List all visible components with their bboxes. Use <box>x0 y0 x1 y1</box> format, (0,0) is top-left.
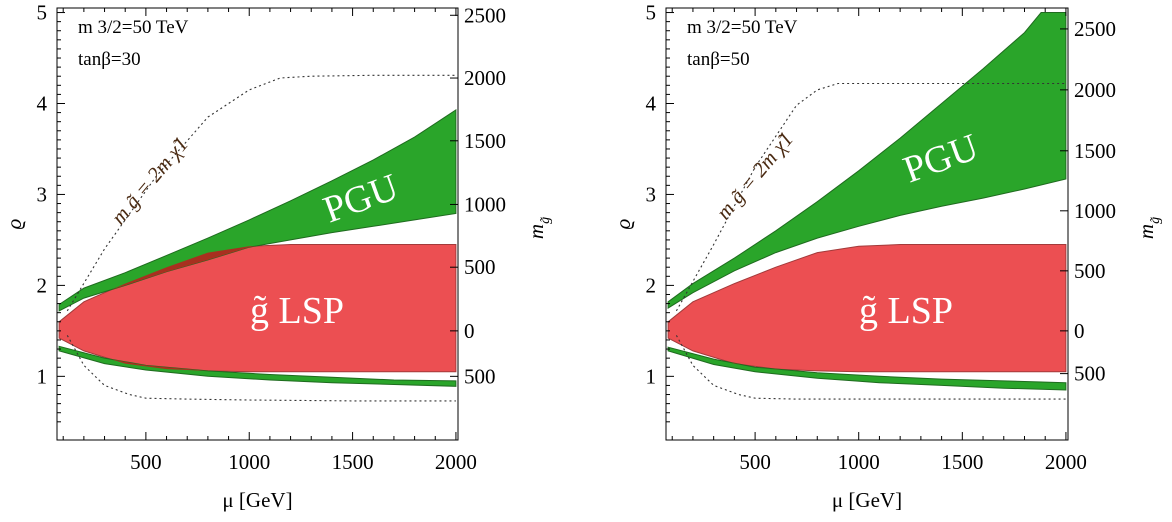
y-tick-label: 3 <box>646 182 657 206</box>
x-tick-label: 1000 <box>838 450 880 474</box>
right-tick-label: 1500 <box>464 129 506 153</box>
mass-line-upper <box>66 74 456 312</box>
right-tick-label: 500 <box>464 255 496 279</box>
right-tick-label: 0 <box>464 319 475 343</box>
x-tick-label: 2000 <box>1045 450 1087 474</box>
right-tick-label: 2000 <box>1074 78 1116 102</box>
y-tick-label: 4 <box>37 91 48 115</box>
right-tick-label: 2000 <box>464 66 506 90</box>
x-tick-label: 500 <box>739 450 771 474</box>
right-tick-label: 2500 <box>464 3 506 27</box>
plot-frame <box>665 7 1069 441</box>
pgu-region <box>667 12 1067 309</box>
lsp-label: g̃ LSP <box>250 290 344 332</box>
mass-line-lower <box>66 335 456 402</box>
x-axis-title: μ [GeV] <box>832 488 902 512</box>
right-axis-title: mg̃ <box>1134 216 1163 239</box>
lsp-label: g̃ LSP <box>859 290 953 332</box>
annotation-tanbeta: tanβ=30 <box>78 49 141 70</box>
x-tick-label: 500 <box>130 450 162 474</box>
right-axis-title-sub: g̃ <box>1148 216 1163 223</box>
x-tick-label: 1500 <box>941 450 983 474</box>
y-tick-label: 4 <box>646 91 657 115</box>
y-tick-label: 3 <box>37 182 48 206</box>
y-tick-label: 2 <box>37 273 48 297</box>
plot-area <box>58 74 457 402</box>
right-axis-title-sub: g̃ <box>538 216 553 223</box>
x-tick-label: 1500 <box>332 450 374 474</box>
right-tick-label: 0 <box>1074 319 1085 343</box>
y-tick-label: 5 <box>37 1 48 25</box>
y-axis-title: ϱ <box>611 218 635 229</box>
plot-area <box>667 12 1067 400</box>
right-tick-label: 1500 <box>1074 139 1116 163</box>
right-tick-label: 500 <box>1074 362 1106 386</box>
right-tick-label: 2500 <box>1074 17 1116 41</box>
x-tick-label: 1000 <box>228 450 270 474</box>
mass-line-label: m g̃ = 2m χ̃1 <box>106 132 193 229</box>
mass-line-label: m g̃ = 2m χ̃1 <box>711 127 798 224</box>
y-tick-label: 1 <box>646 364 657 388</box>
panel-1: 500 1000 1500 2000 μ [GeV] 1 2 3 4 5 ϱ 2500 2000 1500… <box>2 1 553 512</box>
right-tick-label: 1000 <box>464 192 506 216</box>
x-axis-title: μ [GeV] <box>222 488 292 512</box>
y-tick-label: 1 <box>37 364 48 388</box>
pgu-lower-region <box>667 346 1067 391</box>
right-axis-title: mg̃ <box>524 216 553 239</box>
right-tick-label: 1000 <box>1074 199 1116 223</box>
y-tick-label: 2 <box>646 273 657 297</box>
annotation-m32: m 3/2=50 TeV <box>78 17 189 38</box>
y-axis-title: ϱ <box>2 218 26 229</box>
annotation-m32: m 3/2=50 TeV <box>687 17 798 38</box>
x-tick-label: 2000 <box>435 450 477 474</box>
right-tick-label: 500 <box>464 364 496 388</box>
plot-frame <box>56 7 459 441</box>
right-tick-label: 500 <box>1074 259 1106 283</box>
mass-line-lower <box>675 335 1066 400</box>
panel-2: 500 1000 1500 2000 μ [GeV] 1 2 3 4 5 ϱ 2500 2000 1500… <box>611 1 1163 512</box>
y-tick-label: 5 <box>646 1 657 25</box>
mass-line-upper <box>675 82 1066 312</box>
annotation-tanbeta: tanβ=50 <box>687 49 750 70</box>
